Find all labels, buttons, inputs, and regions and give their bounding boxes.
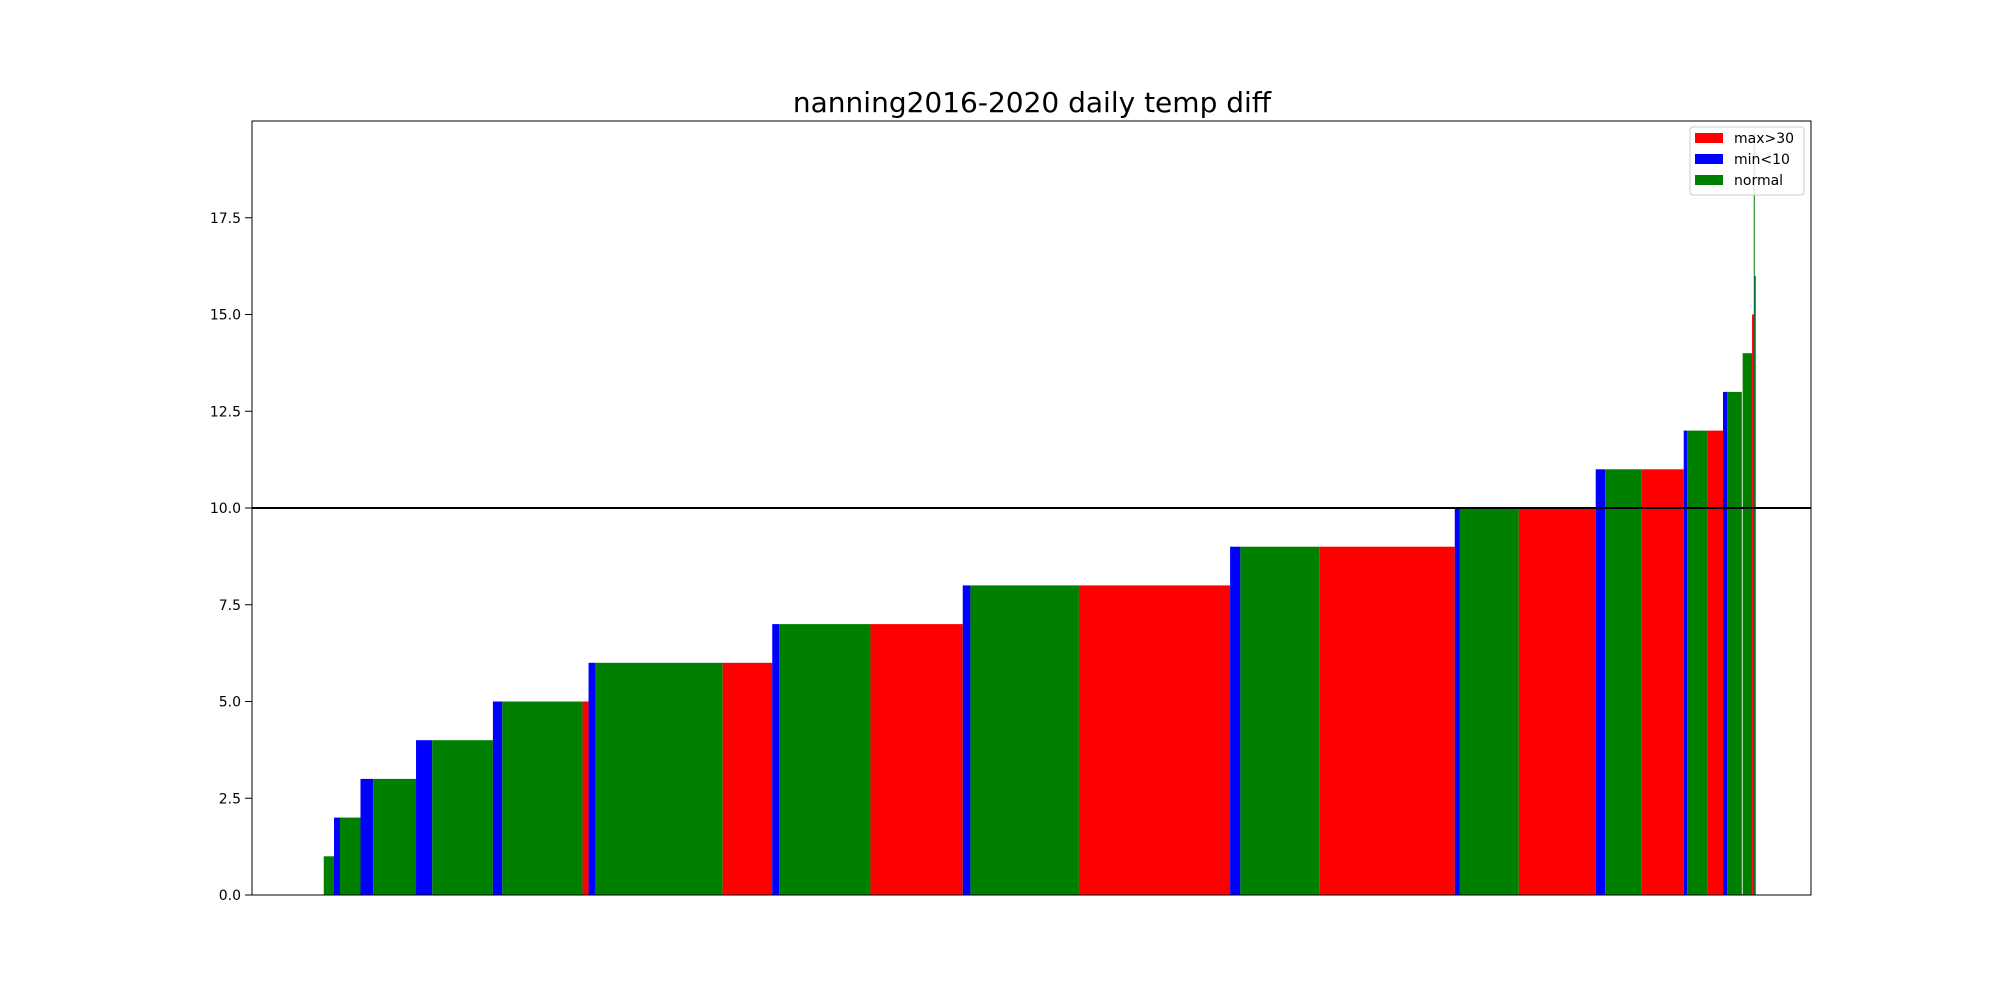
- legend-swatch: [1695, 175, 1723, 185]
- y-tick-label: 15.0: [210, 308, 241, 324]
- bar-normal-32: [1727, 391, 1742, 895]
- legend-swatch: [1695, 154, 1723, 164]
- bar-min-10-5: [416, 740, 433, 895]
- y-tick-label: 12.5: [210, 404, 241, 420]
- bar-min-10-31: [1723, 391, 1728, 895]
- bar-min-10-35: [1754, 275, 1756, 895]
- bar-max-30-12: [722, 662, 773, 895]
- bar-min-10-10: [588, 662, 596, 895]
- bar-max-30-15: [870, 624, 963, 895]
- bar-normal-4: [373, 778, 417, 895]
- bar-min-10-7: [492, 701, 503, 895]
- bars-layer: [323, 132, 1756, 896]
- bar-normal-17: [970, 585, 1079, 895]
- bar-max-30-34: [1752, 314, 1755, 895]
- y-tick-label: 2.5: [219, 791, 241, 807]
- bar-max-30-24: [1518, 508, 1596, 895]
- y-tick-label: 17.5: [210, 211, 241, 227]
- bar-min-10-3: [360, 778, 374, 895]
- bar-max-30-18: [1078, 585, 1231, 895]
- y-tick-label: 10.0: [210, 501, 241, 517]
- bar-max-30-9: [582, 701, 589, 895]
- bar-normal-33: [1742, 353, 1753, 895]
- bar-normal-20: [1240, 546, 1320, 895]
- bar-normal-8: [502, 701, 583, 895]
- bar-min-10-19: [1230, 546, 1241, 895]
- bar-min-10-1: [334, 817, 340, 895]
- bar-normal-36: [1753, 132, 1755, 896]
- bar-normal-0: [323, 856, 335, 895]
- bar-max-30-30: [1707, 430, 1724, 895]
- y-tick-label: 5.0: [219, 695, 241, 711]
- bar-min-10-28: [1683, 430, 1688, 895]
- y-axis: 0.0 2.5 5.0 7.5 10.0 12.5 15.0 17.5: [210, 211, 252, 904]
- bar-normal-14: [779, 624, 871, 895]
- bar-normal-23: [1459, 508, 1519, 895]
- bar-normal-29: [1687, 430, 1708, 895]
- bar-min-10-25: [1595, 469, 1606, 895]
- bar-normal-6: [432, 740, 493, 895]
- y-tick-label: 0.0: [219, 888, 241, 904]
- legend-label: max>30: [1734, 131, 1794, 147]
- bar-normal-11: [595, 662, 723, 895]
- bar-min-10-22: [1454, 508, 1460, 895]
- y-tick-label: 7.5: [219, 598, 241, 614]
- bar-max-30-21: [1319, 546, 1455, 895]
- chart-title: nanning2016-2020 daily temp diff: [793, 86, 1272, 119]
- bar-min-10-13: [772, 624, 780, 895]
- bar-normal-2: [339, 817, 361, 895]
- bar-min-10-16: [962, 585, 971, 895]
- bar-max-30-27: [1641, 469, 1684, 895]
- legend-label: normal: [1734, 173, 1783, 189]
- legend: max>30 min<10 normal: [1689, 126, 1805, 196]
- legend-label: min<10: [1734, 152, 1790, 168]
- bar-normal-26: [1605, 469, 1642, 895]
- legend-swatch: [1695, 133, 1723, 143]
